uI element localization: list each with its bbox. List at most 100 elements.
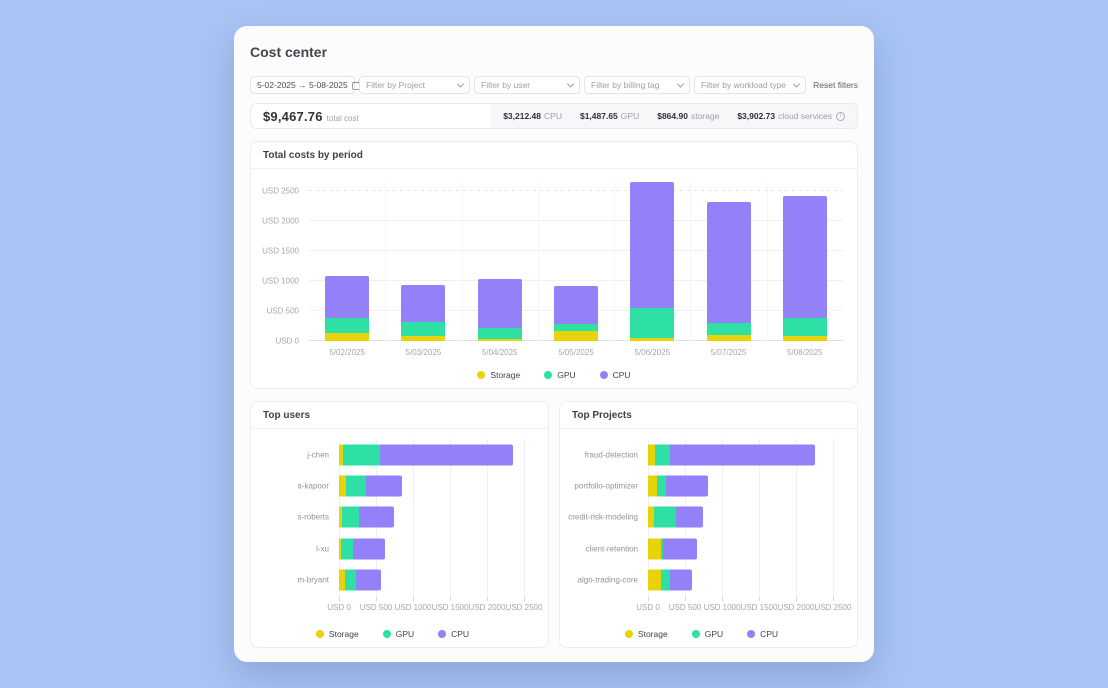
legend-item-storage[interactable]: Storage [315, 629, 359, 639]
legend-item-storage[interactable]: Storage [477, 370, 520, 380]
legend-item-storage[interactable]: Storage [624, 629, 668, 639]
bar-segment-gpu [660, 569, 670, 591]
bar-segment-gpu [340, 538, 354, 560]
filter-by-user-select[interactable]: Filter by user [474, 76, 580, 94]
chart-row-fraud-detection: fraud-detection [585, 439, 843, 470]
panel-total-costs-by-period: Total costs by period USD 0 USD 500 USD 10… [250, 141, 858, 389]
bar-segment-cpu [356, 569, 381, 591]
bar-segment-gpu [654, 444, 670, 466]
page-title: Cost center [250, 44, 328, 60]
bar-segment-cpu [665, 475, 708, 497]
bar-segment-gpu [345, 569, 357, 591]
panel-top-users: Top users j-chen a-kapoor s-roberts l-xu m-b… [250, 401, 549, 648]
bar-segment-storage [339, 569, 346, 591]
bar-segment-storage [339, 506, 342, 528]
filter-by-billing-tag-select[interactable]: Filter by billing tag [584, 76, 690, 94]
legend-dot-storage [477, 371, 486, 379]
x-axis-tick-label: USD 2500 [814, 603, 852, 612]
bar-segment-gpu [554, 324, 598, 332]
x-axis-label: 5/05/2025 [558, 348, 594, 357]
filter-by-user-label: Filter by user [481, 80, 531, 90]
axis-tick-mark [685, 597, 686, 601]
legend-item-cpu[interactable]: CPU [747, 629, 778, 639]
category-separator-line [690, 181, 692, 341]
gridline [722, 439, 723, 596]
filter-by-project-select[interactable]: Filter by Project [359, 76, 470, 94]
chevron-down-icon [566, 80, 575, 88]
date-range-picker[interactable]: 5-02-2025 → 5-08-2025 [250, 76, 361, 94]
info-icon[interactable] [836, 111, 845, 121]
bar-segment-storage [339, 475, 346, 497]
bar-segment-storage [339, 444, 343, 466]
x-axis-label: 5/06/2025 [634, 348, 671, 357]
bar-segment-storage [648, 444, 655, 466]
stacked-bar-5/02/2025 [325, 276, 370, 341]
cost-breakdown: $3,212.48 CPU $1,487.65 GPU $864.90 stor… [491, 104, 857, 128]
stacked-bar-j-chen [339, 444, 514, 466]
bar-segment-cpu [669, 444, 816, 466]
category-label: j-chen [307, 450, 329, 460]
stacked-bar-credit-risk-modeling [648, 506, 703, 528]
panel-title: Total costs by period [251, 142, 857, 169]
gridline [833, 439, 834, 596]
panel-title: Top users [251, 402, 548, 429]
filter-by-project-label: Filter by Project [366, 80, 426, 90]
legend-item-cpu[interactable]: CPU [438, 629, 469, 639]
metric-gpu-label: GPU [620, 111, 640, 121]
bar-segment-storage [648, 538, 661, 560]
gridline: USD 1000 [262, 276, 843, 285]
axis-tick-mark [833, 597, 834, 601]
stacked-bar-5/08/2025 [782, 196, 827, 341]
axis-tick-mark [413, 597, 414, 601]
x-axis-label: 5/04/2025 [481, 348, 518, 357]
legend-item-gpu[interactable]: GPU [691, 629, 723, 639]
reset-filters-button[interactable]: Reset filters [813, 80, 858, 90]
chart-row-credit-risk-modeling: credit-risk-modeling [568, 502, 843, 533]
filter-by-workload-type-select[interactable]: Filter by workload type [694, 76, 806, 94]
bar-segment-cpu [663, 538, 698, 560]
gridline: USD 2000 [262, 216, 843, 225]
x-axis-tick-label: USD 1500 [740, 603, 778, 612]
top-users-chart-x-axis: USD 0 USD 500 USD 1000 USD 1500 USD 2000 USD … [327, 596, 542, 616]
metric-cloud-services-value: $3,902.73 [737, 111, 776, 121]
bar-segment-gpu [630, 307, 675, 338]
stacked-bar-fraud-detection [648, 444, 816, 466]
bar-segment-storage [554, 331, 598, 341]
bar-segment-storage [477, 338, 522, 341]
metric-storage-label: storage [690, 111, 720, 121]
legend-item-cpu[interactable]: CPU [599, 370, 631, 380]
y-axis-tick-label: USD 0 [275, 336, 299, 345]
bar-segment-cpu [325, 276, 370, 318]
bar-segment-storage [648, 506, 655, 528]
axis-tick-mark [759, 597, 760, 601]
x-axis-label: 5/08/2025 [787, 348, 823, 357]
chart-row-a-kapoor: a-kapoor [297, 470, 534, 501]
x-axis-tick-label: USD 0 [636, 603, 660, 612]
legend-label: CPU [760, 629, 779, 639]
legend-label: Storage [637, 629, 668, 639]
category-label: fraud-detection [584, 450, 638, 460]
legend-label: GPU [557, 370, 576, 380]
bar-segment-cpu [630, 182, 675, 308]
filter-bar: 5-02-2025 → 5-08-2025 Filter by Project … [250, 76, 858, 94]
metric-cpu-label: CPU [544, 111, 562, 121]
category-label: algo-trading-core [577, 575, 638, 585]
legend-item-gpu[interactable]: GPU [544, 370, 576, 380]
legend-dot-cpu [747, 630, 756, 638]
legend-dot-storage [315, 630, 324, 638]
axis-tick-mark [524, 597, 525, 601]
bar-segment-cpu [353, 538, 385, 560]
stacked-bar-portfolio-optimizer [648, 475, 708, 497]
x-axis-tick-label: USD 1000 [394, 603, 432, 612]
legend-label: CPU [451, 629, 470, 639]
bar-segment-storage [630, 338, 675, 341]
bar-segment-cpu [358, 506, 394, 528]
gridline [487, 439, 488, 596]
legend-label: CPU [612, 370, 631, 380]
category-separator-line [766, 181, 768, 341]
top-projects-chart: fraud-detection portfolio-optimizer credit… [560, 429, 857, 647]
legend-item-gpu[interactable]: GPU [382, 629, 414, 639]
chart-row-m-bryant: m-bryant [297, 565, 534, 596]
bar-segment-gpu [782, 317, 827, 336]
category-label: credit-risk-modeling [568, 512, 638, 522]
